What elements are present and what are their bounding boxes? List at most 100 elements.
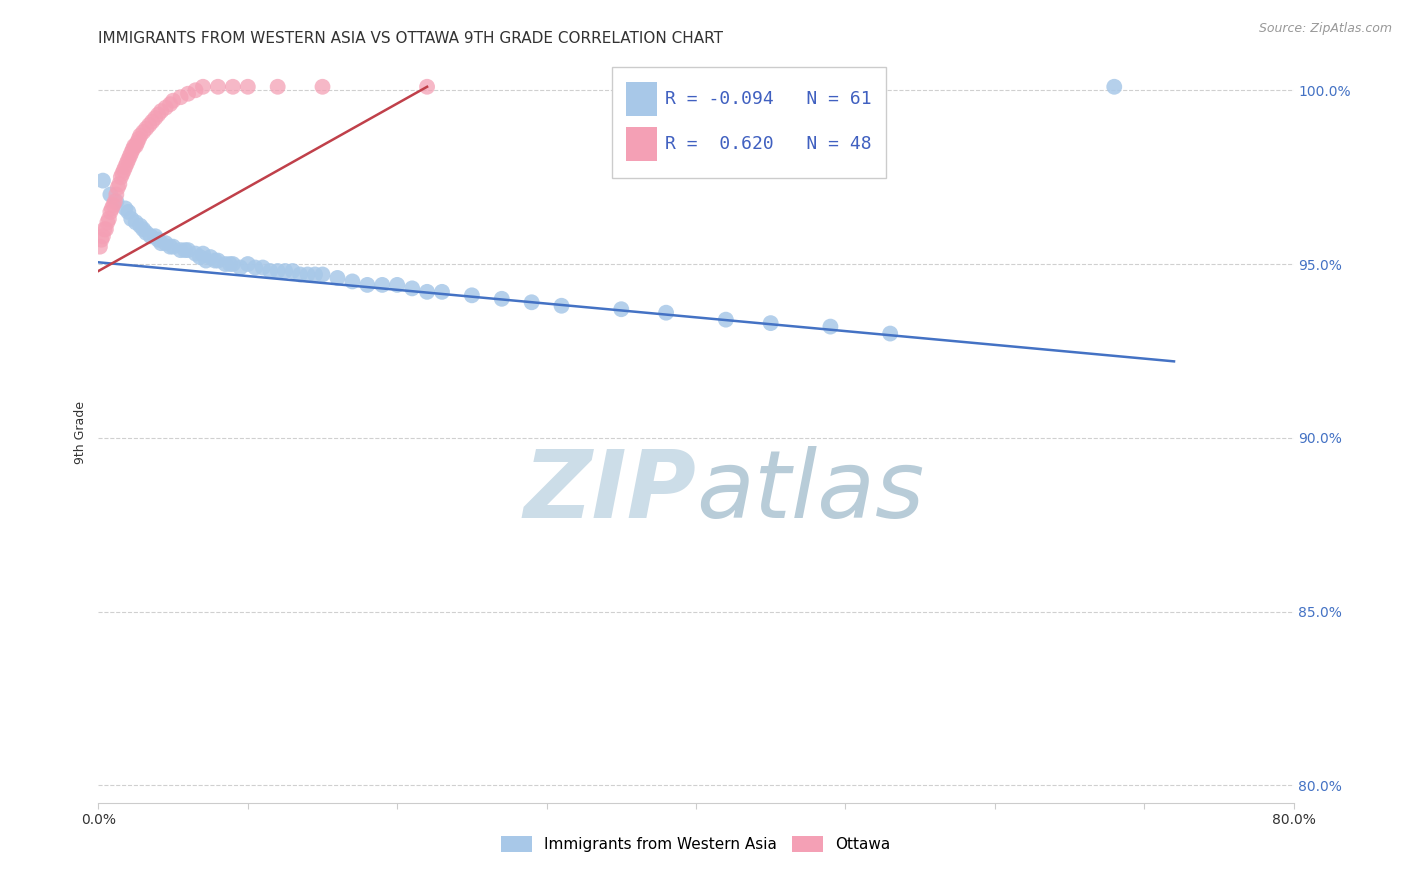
Point (124, 139, 146, 153)
Point (207, 79, 229, 94)
Point (91, 173, 114, 187)
Point (356, 277, 378, 292)
Point (125, 215, 148, 229)
Point (155, 101, 177, 115)
Point (820, 319, 842, 334)
Point (191, 79, 214, 94)
Point (259, 264, 281, 278)
Point (110, 170, 132, 185)
Point (759, 316, 782, 330)
Point (1104, 79, 1126, 94)
Legend: Immigrants from Western Asia, Ottawa: Immigrants from Western Asia, Ottawa (495, 830, 897, 858)
Point (371, 277, 394, 292)
Point (135, 121, 157, 136)
Point (385, 277, 409, 292)
Point (207, 253, 229, 268)
Point (121, 142, 143, 156)
Point (401, 281, 423, 295)
Point (89, 240, 111, 254)
Y-axis label: 9th Grade: 9th Grade (73, 401, 87, 464)
Point (219, 257, 242, 271)
Point (155, 236, 177, 251)
Point (267, 264, 290, 278)
Point (98, 187, 122, 202)
Point (311, 79, 333, 94)
Point (93, 222, 115, 236)
Point (655, 306, 678, 320)
Point (214, 257, 236, 271)
Point (159, 97, 181, 112)
Point (184, 246, 207, 260)
Point (97, 211, 120, 226)
Point (125, 139, 148, 153)
Point (461, 288, 484, 302)
Point (104, 194, 127, 209)
Point (135, 226, 157, 240)
Point (491, 292, 513, 306)
Point (169, 243, 191, 257)
Point (191, 246, 214, 260)
Point (91, 229, 114, 244)
Point (169, 90, 191, 104)
Point (101, 202, 124, 216)
Point (129, 128, 152, 143)
Point (304, 268, 326, 282)
Point (117, 205, 139, 219)
Point (245, 260, 267, 275)
Text: IMMIGRANTS FROM WESTERN ASIA VS OTTAWA 9TH GRADE CORRELATION CHART: IMMIGRANTS FROM WESTERN ASIA VS OTTAWA 9… (98, 31, 724, 46)
Point (252, 260, 274, 275)
Point (94, 222, 117, 236)
Point (114, 202, 136, 216)
Point (108, 177, 131, 191)
Point (90, 233, 112, 247)
Point (127, 136, 149, 150)
Point (550, 299, 572, 313)
Point (150, 104, 173, 119)
Point (200, 250, 222, 264)
Point (311, 268, 333, 282)
Point (120, 211, 142, 226)
Point (150, 236, 173, 251)
Point (416, 79, 439, 94)
Point (114, 160, 136, 174)
Point (118, 149, 141, 163)
Point (326, 271, 349, 285)
Point (96, 215, 118, 229)
Point (162, 94, 184, 108)
Point (610, 302, 633, 317)
Text: ZIP: ZIP (523, 446, 696, 538)
Point (143, 111, 166, 125)
Point (267, 79, 290, 94)
Point (129, 219, 152, 233)
Point (274, 264, 297, 278)
Point (148, 233, 170, 247)
Text: R =  0.620   N = 48: R = 0.620 N = 48 (665, 135, 872, 153)
Point (222, 257, 245, 271)
Point (148, 107, 170, 121)
Point (143, 229, 166, 244)
Point (107, 180, 129, 194)
Point (430, 285, 453, 299)
Point (162, 240, 184, 254)
Point (111, 167, 134, 181)
Point (416, 285, 439, 299)
Point (281, 264, 304, 278)
Point (139, 229, 162, 244)
Point (159, 240, 181, 254)
Point (236, 79, 259, 94)
Point (138, 118, 160, 132)
Text: Source: ZipAtlas.com: Source: ZipAtlas.com (1258, 22, 1392, 36)
Point (288, 268, 311, 282)
Text: atlas: atlas (696, 446, 924, 537)
Point (115, 156, 138, 170)
Point (132, 125, 155, 139)
Point (222, 79, 245, 94)
Point (141, 114, 163, 128)
Point (98, 205, 122, 219)
Point (879, 326, 901, 341)
Point (520, 295, 543, 310)
Point (128, 132, 150, 146)
Point (103, 198, 125, 212)
Point (236, 257, 259, 271)
Point (184, 83, 207, 97)
